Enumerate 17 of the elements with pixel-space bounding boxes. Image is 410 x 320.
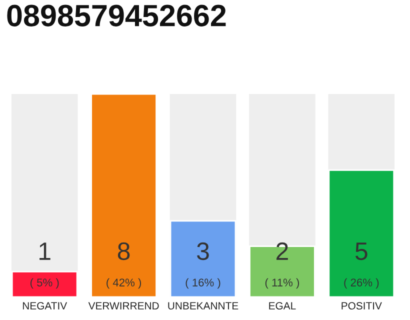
- x-tick-label: NEGATIV: [22, 302, 68, 310]
- data-label: 8: [118, 242, 130, 260]
- x-tick-label: UNBEKANNTE: [168, 302, 238, 310]
- x-tick-label: POSITIV: [342, 302, 382, 310]
- data-label: 2: [276, 242, 288, 260]
- x-tick-label: EGAL: [269, 302, 296, 310]
- annotation: ( 42% ): [106, 278, 142, 289]
- data-label: 5: [355, 242, 368, 260]
- annotation: ( 26% ): [344, 278, 379, 289]
- annotation: ( 5% ): [30, 278, 59, 289]
- data-label: 1: [40, 242, 50, 260]
- bar: [11, 270, 78, 297]
- annotation: ( 16% ): [186, 278, 220, 289]
- data-label: 3: [197, 242, 209, 260]
- x-tick-label: VERWIRREND: [88, 302, 159, 310]
- annotation: ( 11% ): [265, 278, 300, 289]
- chart-title: 0898579452662: [7, 4, 226, 26]
